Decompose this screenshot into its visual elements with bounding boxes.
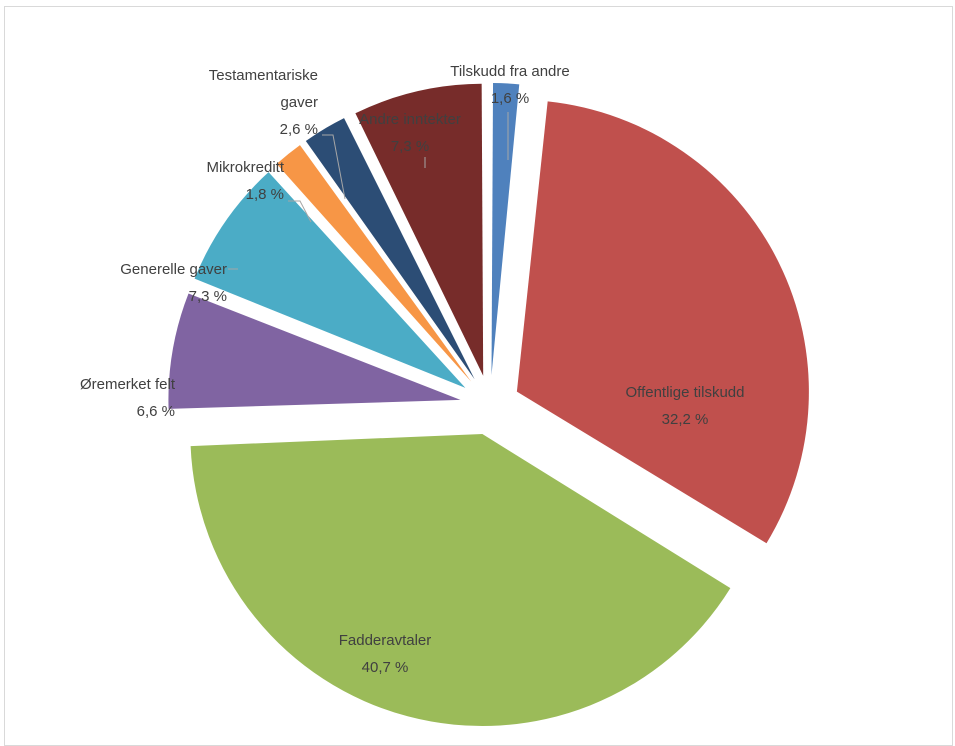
leader-line-mikrokreditt	[288, 200, 312, 223]
data-value-generelle-gaver: 7,3 %	[189, 288, 227, 305]
data-label-testamentariske-gaver: Testamentariske	[209, 67, 318, 84]
pie-slice-tilskudd-fra-andre	[491, 83, 520, 376]
data-label-fadderavtaler: Fadderavtaler	[339, 632, 432, 649]
pie-slice-fadderavtaler	[190, 434, 731, 727]
data-value-fadderavtaler: 40,7 %	[362, 659, 409, 676]
data-value-offentlige-tilskudd: 32,2 %	[662, 411, 709, 428]
leader-lines	[228, 112, 509, 270]
data-value-testamentariske-gaver: 2,6 %	[280, 121, 318, 138]
data-labels: Tilskudd fra andre 1,6 % Offentlige tilsku…	[80, 63, 745, 676]
pie-slice-mikrokreditt	[276, 145, 472, 382]
pie-slice-offentlige-tilskudd	[516, 101, 809, 544]
pie-slice-testamentariske-gaver	[305, 118, 475, 380]
data-label-generelle-gaver: Generelle gaver	[120, 261, 227, 278]
data-value-andre-inntekter: 7,3 %	[391, 138, 429, 155]
data-label-testamentariske-gaver: gaver	[280, 94, 318, 111]
data-label-tilskudd-fra-andre: Tilskudd fra andre	[450, 63, 570, 80]
data-label-offentlige-tilskudd: Offentlige tilskudd	[626, 384, 745, 401]
data-label-andre-inntekter: Andre inntekter	[359, 111, 461, 128]
pie-slice-andre-inntekter	[355, 83, 484, 376]
data-label-oremerket-felt: Øremerket felt	[80, 376, 176, 393]
pie-slice-oremerket-felt	[168, 293, 461, 409]
pie-slices	[168, 83, 809, 727]
data-value-oremerket-felt: 6,6 %	[137, 403, 175, 420]
data-value-mikrokreditt: 1,8 %	[246, 186, 284, 203]
pie-slice-generelle-gaver	[194, 172, 466, 388]
data-value-tilskudd-fra-andre: 1,6 %	[491, 90, 529, 107]
data-label-mikrokreditt: Mikrokreditt	[206, 159, 284, 176]
leader-line-testamentariske-gaver	[322, 134, 346, 200]
